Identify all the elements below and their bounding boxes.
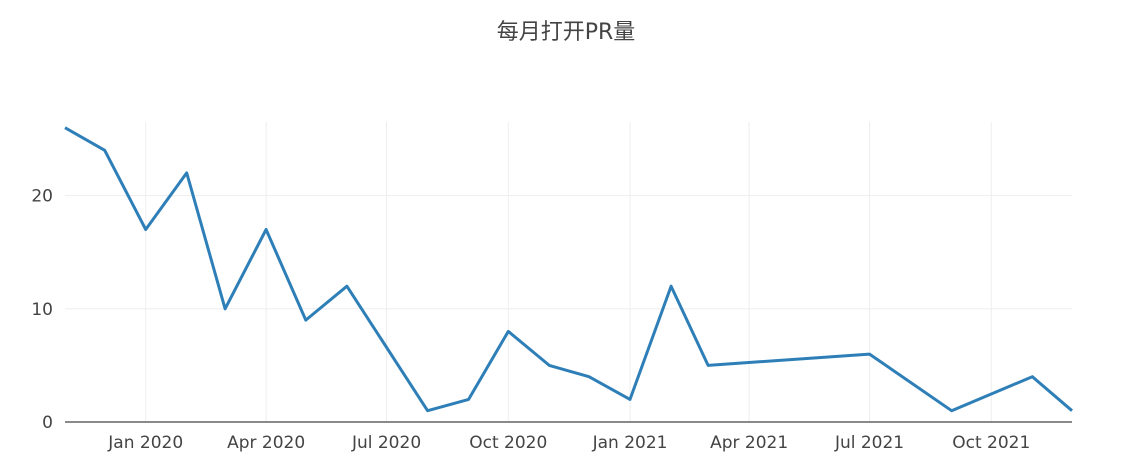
x-tick-label: Jul 2020 bbox=[351, 433, 421, 453]
y-tick-label: 10 bbox=[31, 300, 53, 320]
y-tick-label: 20 bbox=[31, 187, 53, 207]
x-tick-label: Jan 2021 bbox=[592, 433, 668, 453]
x-tick-label: Apr 2021 bbox=[710, 433, 788, 453]
y-tick-label: 0 bbox=[42, 413, 53, 433]
x-tick-label: Apr 2020 bbox=[227, 433, 305, 453]
chart-title: 每月打开PR量 bbox=[496, 20, 636, 45]
series-line bbox=[64, 126, 1073, 413]
x-tick-label: Oct 2020 bbox=[469, 433, 547, 453]
x-tick-label: Jul 2021 bbox=[834, 433, 904, 453]
x-tick-label: Jan 2020 bbox=[107, 433, 183, 453]
x-tick-label: Oct 2021 bbox=[952, 433, 1030, 453]
